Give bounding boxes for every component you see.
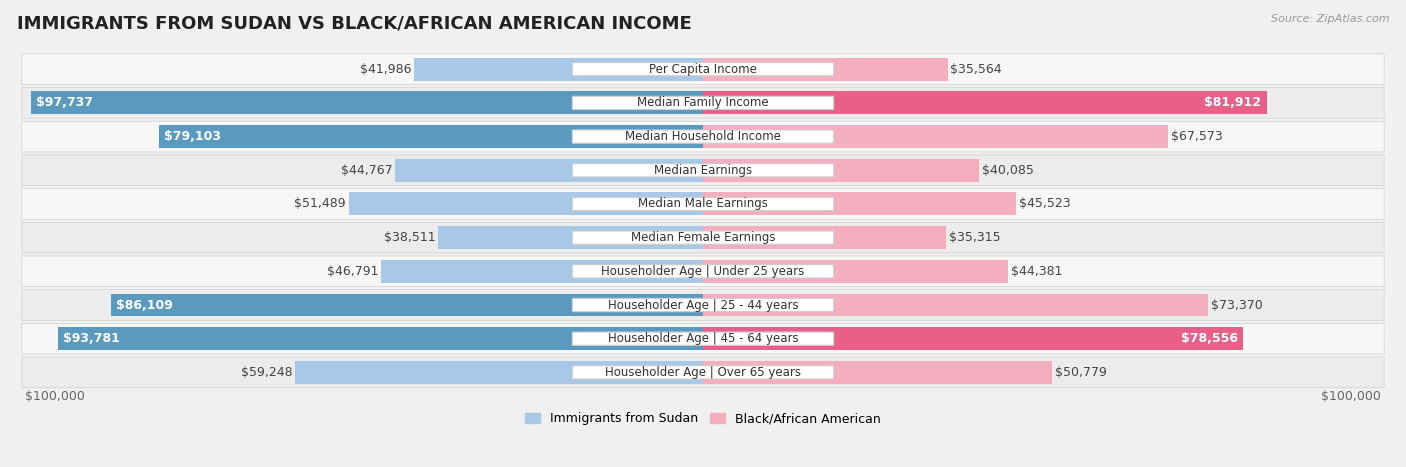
Bar: [31, 92, 703, 114]
Text: Median Male Earnings: Median Male Earnings: [638, 198, 768, 211]
FancyBboxPatch shape: [22, 155, 1384, 185]
FancyBboxPatch shape: [22, 54, 1384, 85]
FancyBboxPatch shape: [22, 222, 1384, 253]
Bar: [439, 226, 703, 249]
Text: $44,381: $44,381: [1011, 265, 1063, 278]
Bar: [703, 361, 1052, 384]
Text: $50,779: $50,779: [1054, 366, 1107, 379]
Bar: [703, 125, 1168, 148]
Text: Householder Age | Over 65 years: Householder Age | Over 65 years: [605, 366, 801, 379]
Text: Householder Age | Under 25 years: Householder Age | Under 25 years: [602, 265, 804, 278]
FancyBboxPatch shape: [572, 231, 834, 244]
Bar: [703, 92, 1267, 114]
Text: $41,986: $41,986: [360, 63, 412, 76]
Bar: [395, 159, 703, 182]
FancyBboxPatch shape: [22, 290, 1384, 320]
Bar: [159, 125, 703, 148]
Text: $59,248: $59,248: [240, 366, 292, 379]
Text: $38,511: $38,511: [384, 231, 436, 244]
Text: Per Capita Income: Per Capita Income: [650, 63, 756, 76]
FancyBboxPatch shape: [572, 63, 834, 76]
Bar: [703, 159, 979, 182]
Text: Householder Age | 45 - 64 years: Householder Age | 45 - 64 years: [607, 332, 799, 345]
FancyBboxPatch shape: [22, 256, 1384, 287]
Legend: Immigrants from Sudan, Black/African American: Immigrants from Sudan, Black/African Ame…: [520, 407, 886, 430]
Bar: [111, 294, 703, 317]
Text: $46,791: $46,791: [326, 265, 378, 278]
FancyBboxPatch shape: [572, 366, 834, 379]
Text: $100,000: $100,000: [25, 390, 86, 403]
Text: $45,523: $45,523: [1019, 198, 1070, 211]
FancyBboxPatch shape: [572, 198, 834, 211]
FancyBboxPatch shape: [572, 96, 834, 110]
Text: $78,556: $78,556: [1181, 332, 1237, 345]
Text: $97,737: $97,737: [37, 96, 93, 109]
Text: Median Family Income: Median Family Income: [637, 96, 769, 109]
Bar: [703, 192, 1017, 215]
Bar: [703, 327, 1243, 350]
Text: $79,103: $79,103: [165, 130, 221, 143]
Text: $81,912: $81,912: [1204, 96, 1261, 109]
FancyBboxPatch shape: [22, 323, 1384, 354]
Text: $44,767: $44,767: [340, 164, 392, 177]
Text: $100,000: $100,000: [1320, 390, 1381, 403]
Text: $40,085: $40,085: [981, 164, 1033, 177]
Bar: [295, 361, 703, 384]
Text: IMMIGRANTS FROM SUDAN VS BLACK/AFRICAN AMERICAN INCOME: IMMIGRANTS FROM SUDAN VS BLACK/AFRICAN A…: [17, 14, 692, 32]
FancyBboxPatch shape: [22, 189, 1384, 219]
Text: $67,573: $67,573: [1171, 130, 1222, 143]
Text: Median Household Income: Median Household Income: [626, 130, 780, 143]
Bar: [415, 58, 703, 81]
Text: $73,370: $73,370: [1211, 298, 1263, 311]
FancyBboxPatch shape: [22, 357, 1384, 388]
FancyBboxPatch shape: [572, 298, 834, 311]
FancyBboxPatch shape: [572, 130, 834, 143]
Text: $86,109: $86,109: [117, 298, 173, 311]
Text: $51,489: $51,489: [294, 198, 346, 211]
FancyBboxPatch shape: [572, 265, 834, 278]
Bar: [703, 226, 946, 249]
FancyBboxPatch shape: [572, 332, 834, 345]
Bar: [703, 58, 948, 81]
Bar: [349, 192, 703, 215]
Bar: [703, 294, 1208, 317]
FancyBboxPatch shape: [22, 88, 1384, 118]
FancyBboxPatch shape: [22, 121, 1384, 152]
Text: $93,781: $93,781: [63, 332, 120, 345]
FancyBboxPatch shape: [572, 163, 834, 177]
Bar: [381, 260, 703, 283]
Text: Source: ZipAtlas.com: Source: ZipAtlas.com: [1271, 14, 1389, 24]
Text: $35,564: $35,564: [950, 63, 1002, 76]
Bar: [703, 260, 1008, 283]
Bar: [58, 327, 703, 350]
Text: $35,315: $35,315: [949, 231, 1000, 244]
Text: Householder Age | 25 - 44 years: Householder Age | 25 - 44 years: [607, 298, 799, 311]
Text: Median Earnings: Median Earnings: [654, 164, 752, 177]
Text: Median Female Earnings: Median Female Earnings: [631, 231, 775, 244]
